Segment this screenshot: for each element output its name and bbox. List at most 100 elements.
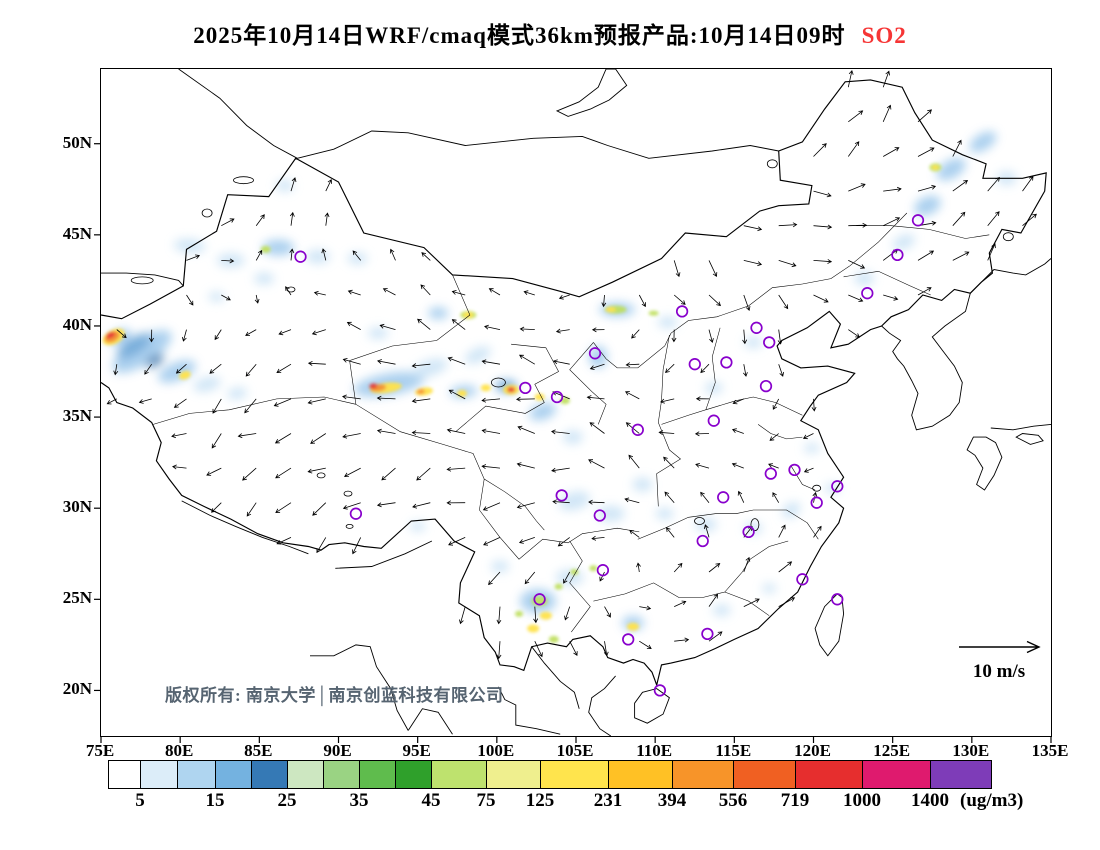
wind-arrow: [811, 398, 817, 412]
so2-plume: [539, 611, 552, 620]
wind-arrow: [273, 398, 292, 407]
wind-arrow: [708, 593, 719, 607]
wind-arrow: [882, 70, 890, 88]
china-outline: [101, 79, 1047, 687]
so2-plume: [262, 239, 295, 256]
wind-arrow: [411, 398, 431, 404]
wind-arrow: [519, 326, 535, 332]
so2-plume: [596, 505, 625, 522]
wind-arrow: [628, 454, 640, 469]
wind-arrow: [563, 571, 571, 584]
wind-arrow: [813, 224, 833, 230]
colorbar-tick-label: 25: [277, 790, 297, 811]
wind-arrow: [589, 363, 605, 370]
province-border: [349, 274, 471, 405]
wind-arrow: [665, 363, 675, 374]
wind-arrow: [245, 329, 257, 336]
wind-arrow: [255, 249, 263, 261]
coastline: [181, 500, 309, 555]
colorbar-segment: [215, 761, 252, 788]
wind-arrow: [769, 433, 779, 441]
colorbar-tick-label: 394: [657, 790, 687, 811]
so2-plume: [534, 393, 545, 401]
wind-arrow: [515, 396, 535, 402]
copyright-text: 版权所有: 南京大学│南京创蓝科技有限公司: [165, 686, 504, 705]
wind-arrow: [289, 248, 295, 261]
wind-arrow: [290, 177, 297, 192]
wind-arrow: [446, 428, 466, 434]
lon-tick-label: 130E: [952, 741, 990, 760]
wind-arrow: [517, 425, 535, 434]
wind-arrow: [244, 398, 257, 414]
so2-plume: [480, 384, 491, 392]
map-layers: [101, 69, 1051, 736]
wind-arrow: [743, 556, 751, 573]
lon-tick-label: 115E: [715, 741, 752, 760]
colorbar-segment: [324, 761, 361, 788]
wind-arrow: [276, 363, 292, 374]
so2-plume: [529, 402, 557, 421]
so2-plume: [463, 312, 474, 318]
so2-plume: [369, 383, 378, 389]
wind-arrow: [209, 363, 222, 374]
lon-tick-label: 90E: [323, 741, 352, 760]
lat-tick-label: 20N: [62, 679, 92, 699]
wind-arrow: [1022, 213, 1037, 227]
colorbar-ticks: (ug/m3) 5 15 25 35 45 75 125 231 394 556 719 1000 14…: [108, 790, 1098, 816]
so2-plume: [803, 443, 820, 454]
province-border: [484, 478, 545, 531]
wind-arrow: [324, 212, 330, 226]
so2-plume: [464, 346, 491, 364]
wind-arrow: [629, 529, 640, 538]
wind-arrow: [484, 324, 501, 330]
so2-plume: [632, 477, 653, 492]
wind-arrow: [482, 502, 501, 511]
wind-arrow: [524, 571, 536, 585]
wind-arrow: [518, 537, 535, 544]
title-text: 2025年10月14日WRF/cmaq模式36km预报产品:10月14日09时: [193, 23, 846, 48]
province-border: [593, 212, 908, 369]
wind-arrow: [211, 502, 222, 513]
wind-arrow: [516, 502, 535, 509]
wind-arrow: [673, 260, 681, 278]
city-marker: [596, 564, 610, 577]
wind-arrow: [446, 500, 466, 506]
colorbar-segment: [487, 761, 542, 788]
wind-arrow: [708, 631, 723, 642]
city-marker: [675, 305, 689, 318]
lat-tick-label: 50N: [62, 132, 92, 152]
wind-reference: 10 m/s: [959, 640, 1041, 682]
so2-plume: [892, 233, 916, 251]
so2-plume: [782, 501, 801, 519]
wind-arrow: [603, 641, 609, 657]
wind-arrow: [588, 499, 605, 505]
so2-plume: [507, 386, 516, 393]
lon-tick-label: 125E: [873, 741, 911, 760]
wind-arrow: [212, 398, 222, 414]
wind-arrow: [312, 502, 327, 516]
city-marker: [631, 423, 644, 436]
wind-arrow: [631, 329, 640, 339]
wind-arrow: [411, 363, 431, 369]
wind-arrow: [552, 499, 570, 505]
wind-arrow: [171, 433, 187, 439]
wind-arrow: [237, 433, 257, 439]
wind-arrow: [732, 398, 744, 405]
lake-outline: [766, 159, 778, 169]
wind-arrow: [555, 328, 570, 334]
province-border: [757, 424, 803, 440]
so2-plume: [428, 307, 449, 320]
wind-arrow: [737, 490, 745, 503]
wind-arrow: [671, 329, 677, 343]
wind-arrow: [778, 597, 796, 607]
coastline: [335, 540, 433, 569]
wind-arrow: [481, 359, 501, 365]
so2-plume: [275, 179, 294, 192]
wind-arrow: [703, 524, 710, 538]
colorbar-segment: [795, 761, 864, 788]
so2-plume: [457, 389, 467, 397]
island-outline: [555, 69, 628, 117]
wind-arrow: [883, 147, 900, 157]
wind-arrow: [700, 491, 710, 503]
so2-plume: [305, 249, 330, 264]
